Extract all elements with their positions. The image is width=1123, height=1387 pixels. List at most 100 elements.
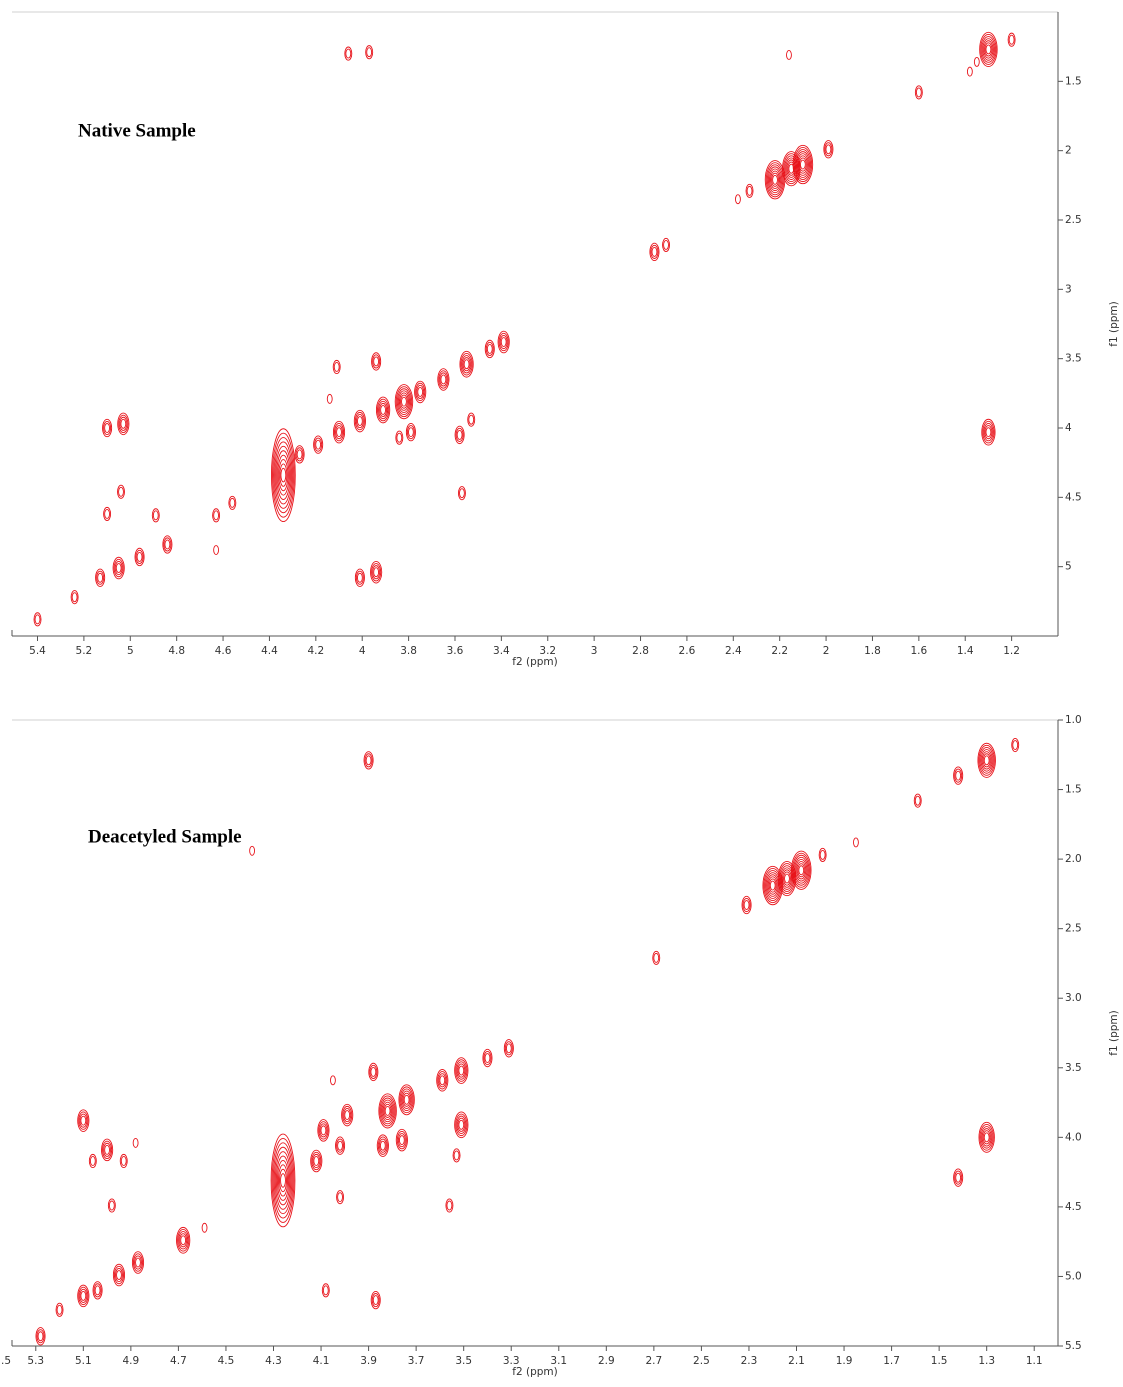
contour-ring (794, 149, 812, 180)
contour-ring (372, 565, 381, 580)
contour-ring (280, 1173, 286, 1188)
contour-ring (377, 1136, 388, 1155)
contour-ring (369, 1064, 378, 1080)
contour-ring (403, 1094, 410, 1105)
contour-ring (33, 612, 42, 627)
contour-ring (365, 45, 374, 60)
contour-ring (117, 412, 130, 436)
contour-ring (1007, 32, 1016, 47)
contour-ring (337, 1192, 343, 1203)
contour-ring (484, 1053, 491, 1063)
contour-ring (335, 1136, 346, 1155)
contour-ring (78, 1286, 89, 1306)
contour-ring (982, 753, 991, 768)
contour-ring (228, 495, 237, 510)
x-tick-label: 4.3 (265, 1355, 282, 1367)
x-tick-label: 3.3 (503, 1355, 520, 1367)
contour-ring (333, 362, 340, 372)
contour-ring (797, 863, 806, 878)
contour-ring (132, 1137, 139, 1148)
contour-ring (650, 244, 659, 259)
y-tick-label: 2.5 (1065, 214, 1082, 226)
contour-ring (34, 614, 41, 625)
contour-ring (274, 441, 293, 509)
contour-ring (914, 85, 923, 100)
x-tick-label: 1.7 (883, 1355, 900, 1367)
x-tick-label: 2.4 (725, 645, 742, 657)
contour-ring (384, 1105, 391, 1116)
y-tick-label: 3.5 (1065, 353, 1082, 365)
contour-ring (985, 44, 992, 55)
contour-ring (797, 155, 808, 174)
contour-ring (88, 1153, 97, 1169)
contour-ring (455, 427, 464, 442)
x-tick-label: 1.5 (931, 1355, 948, 1367)
contour-ring (982, 38, 995, 61)
contour-ring (77, 1284, 90, 1308)
contour-ring (152, 510, 159, 521)
x-tick-label: 4.1 (313, 1355, 330, 1367)
contour-ring (212, 508, 221, 523)
x-tick-label: 3.7 (408, 1355, 425, 1367)
contour-ring (104, 1144, 110, 1155)
contour-ring (115, 1268, 123, 1283)
y-tick-label: 5.0 (1065, 1270, 1082, 1282)
contour-ring (317, 1119, 330, 1142)
contour-ring (118, 486, 124, 497)
x-tick-label: 2.3 (741, 1355, 758, 1367)
contour-ring (103, 506, 112, 522)
contour-ring (135, 549, 144, 565)
contour-ring (398, 392, 409, 411)
x-tick-label: 1.3 (978, 1355, 995, 1367)
contour-ring (35, 1327, 46, 1346)
contour-ring (275, 1155, 291, 1206)
contour-ring (823, 140, 834, 159)
contour-ring (795, 858, 808, 882)
contour-ring (973, 56, 980, 67)
contour-ring (462, 357, 471, 372)
contour-ring (278, 1164, 289, 1197)
contour-ring (979, 746, 994, 774)
x-tick-label: 3.5 (455, 1355, 472, 1367)
contour-ring (180, 1235, 187, 1246)
x-tick-label: 2.8 (632, 645, 649, 657)
contour-ring (96, 570, 105, 585)
contour-ring (768, 168, 782, 192)
contour-ring (337, 1140, 343, 1151)
contour-ring (458, 1119, 465, 1130)
y-tick-label: 2.0 (1065, 853, 1082, 865)
contour-ring (326, 393, 333, 404)
contour-ring (280, 467, 287, 483)
contour-ring (370, 1290, 381, 1310)
contour-ring (343, 1108, 352, 1123)
contour-ring (1011, 737, 1020, 753)
x-tick-label: 4.2 (307, 645, 324, 657)
contour-ring (743, 900, 750, 910)
contour-ring (368, 1062, 379, 1082)
contour-ring (982, 1130, 991, 1145)
x-tick-label: 4 (359, 645, 366, 657)
contour-ring (984, 42, 993, 57)
contour-ring (769, 880, 776, 891)
y-tick-label: 4.5 (1065, 491, 1082, 503)
contour-ring (366, 47, 373, 58)
contour-ring (503, 1039, 514, 1058)
contour-ring (497, 330, 510, 354)
contour-ring (440, 374, 447, 385)
contour-ring (104, 423, 110, 433)
contour-ring (112, 556, 125, 580)
x-tick-label: 5.1 (75, 1355, 92, 1367)
contour-ring (798, 157, 807, 172)
contour-ring (766, 874, 779, 897)
contour-ring (406, 425, 415, 440)
contour-ring (278, 459, 289, 492)
contour-ring (164, 539, 171, 550)
contour-ring (981, 751, 992, 770)
contour-ring (70, 590, 79, 605)
x-tick-label: 3.8 (400, 645, 417, 657)
contour-ring (379, 1140, 386, 1151)
contour-ring (455, 1113, 468, 1137)
contour-ring (978, 1121, 995, 1153)
contour-ring (179, 1233, 188, 1248)
contour-ring (370, 560, 383, 584)
